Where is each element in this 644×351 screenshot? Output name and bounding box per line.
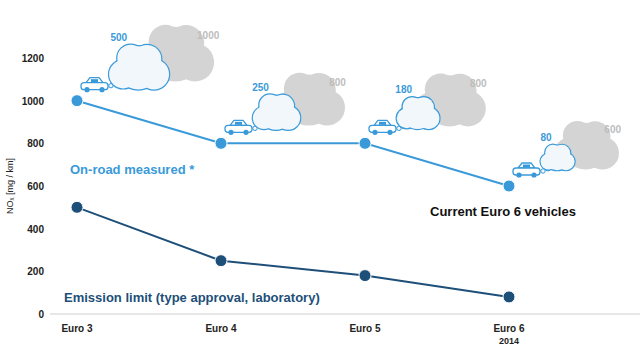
series-point	[71, 95, 83, 107]
y-tick-label: 1200	[22, 53, 45, 64]
x-tick-label-line: Euro 3	[61, 323, 93, 334]
car-roof	[230, 120, 247, 125]
car-wheel	[228, 130, 233, 135]
x-tick-label: Euro 3	[61, 323, 93, 334]
series-point	[215, 137, 227, 149]
cloud-puff	[133, 45, 162, 74]
y-tick-label: 200	[27, 266, 44, 277]
x-axis-line	[50, 314, 640, 315]
car-wheel	[387, 130, 392, 135]
y-tick-label: 400	[27, 224, 44, 235]
series-point	[503, 291, 515, 303]
cloud-puff	[271, 95, 294, 118]
car-wheel	[243, 130, 248, 135]
x-tick-label: Euro 4	[205, 323, 237, 334]
car-roof	[86, 78, 103, 83]
data-label: 180	[395, 84, 412, 95]
car-roof	[518, 163, 535, 168]
y-tick-label: 600	[27, 181, 44, 192]
series-line	[77, 207, 509, 297]
plot-area	[71, 95, 515, 303]
car-wheel	[84, 87, 89, 92]
y-tick-label: 800	[27, 138, 44, 149]
y-tick-label: 0	[38, 309, 44, 320]
legend-entry: On-road measured *	[70, 162, 195, 177]
series-point	[359, 137, 371, 149]
series-point	[503, 180, 515, 192]
data-label: 80	[541, 132, 553, 143]
series-point	[359, 270, 371, 282]
car-window	[235, 122, 242, 125]
data-label: 800	[329, 77, 346, 88]
cloud-outline	[414, 97, 434, 117]
data-label: 800	[470, 78, 487, 89]
x-tick-label-line: 2014	[499, 336, 519, 346]
chart: 0 200 400 600 800 1000 1200 NOₓ [mg / km] Euro 3…	[0, 0, 644, 351]
data-label: 250	[252, 82, 269, 93]
data-label: 1000	[197, 30, 220, 41]
cloud-puff	[414, 97, 434, 117]
x-tick-label: Euro 5	[349, 323, 381, 334]
x-tick-label-line: Euro 6	[493, 323, 525, 334]
car-roof	[374, 120, 391, 125]
x-tick-label: Euro 6 2014	[493, 323, 525, 346]
car-wheel	[99, 87, 104, 92]
cloud-labels: 500 1000 250 800 180 800 80 600	[110, 30, 621, 143]
cloud-outline	[554, 145, 570, 161]
car-window	[91, 79, 98, 82]
car-wheel	[516, 172, 521, 177]
car-wheel	[372, 130, 377, 135]
car-window	[523, 165, 530, 168]
x-tick-label-line: Euro 5	[349, 323, 381, 334]
data-label: 500	[110, 32, 127, 43]
cloud-outline	[133, 45, 162, 74]
x-tick-label-line: Euro 4	[205, 323, 237, 334]
data-label: 600	[604, 124, 621, 135]
cloud-outline	[271, 95, 294, 118]
car-window	[379, 122, 386, 125]
series-point	[71, 201, 83, 213]
annotation: Current Euro 6 vehicles	[430, 204, 576, 219]
y-axis-label: NOₓ [mg / km]	[5, 158, 15, 214]
car-wheel	[531, 172, 536, 177]
cloud-puff	[554, 145, 570, 161]
legend-entry: Emission limit (type approval, laborator…	[64, 290, 320, 305]
y-tick-label: 1000	[22, 96, 45, 107]
series-point	[215, 255, 227, 267]
illustrations	[81, 25, 619, 178]
